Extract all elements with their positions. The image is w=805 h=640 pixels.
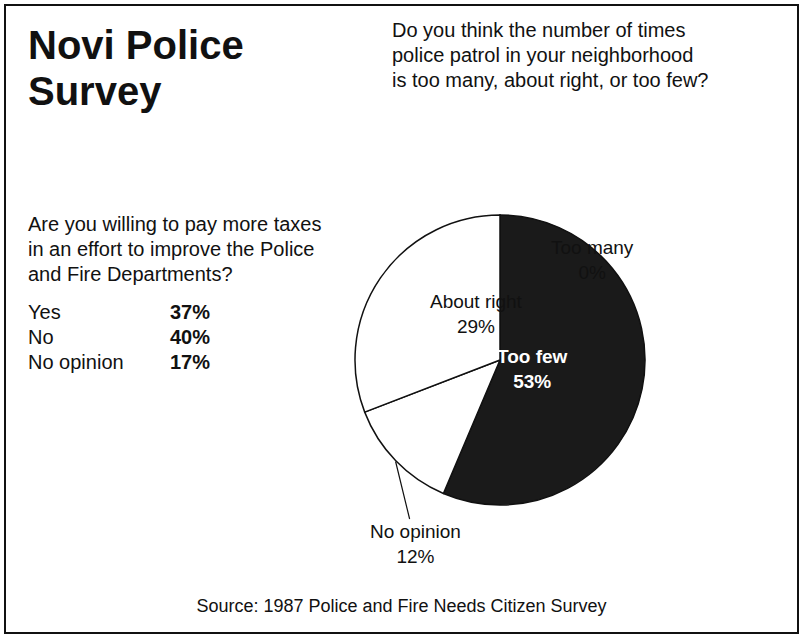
html-text:Are you willing to pay more ta: Are you willing to pay more taxes in an …: [28, 213, 322, 285]
html-text:No opinion: No opinion: [28, 351, 124, 373]
svg-text:Too few53%: Too few53%: [497, 346, 568, 392]
html-text:Source: 1987 Police and Fire N: Source: 1987 Police and Fire Needs Citiz…: [196, 596, 607, 616]
html-text:Do you think the number of tim: Do you think the number of times police …: [392, 19, 709, 91]
html-text:Yes: Yes: [28, 301, 61, 323]
svg-text:About right29%: About right29%: [430, 291, 523, 337]
svg-text:No opinion12%: No opinion12%: [370, 521, 461, 567]
html-text:17%: 17%: [170, 351, 210, 373]
svg-text:Too many0%: Too many0%: [551, 237, 634, 283]
html-text:Novi Police Survey: Novi Police Survey: [28, 23, 244, 113]
html-text:37%: 37%: [170, 301, 210, 323]
html-text:40%: 40%: [170, 326, 210, 348]
html-text:No: No: [28, 326, 54, 348]
